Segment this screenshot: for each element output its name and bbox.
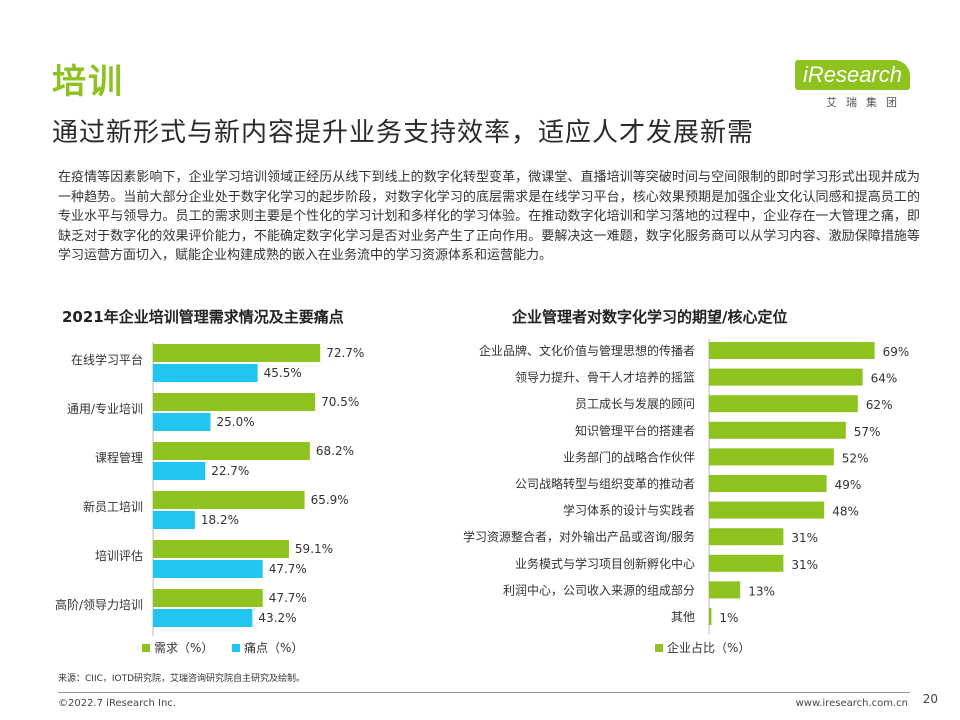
share-bar <box>709 421 846 439</box>
page-number: 20 <box>922 692 938 706</box>
footer-divider <box>58 692 910 693</box>
right-category-label: 业务模式与学习项目创新孵化中心 <box>515 556 695 571</box>
logo-subtitle: 艾瑞集团 <box>826 96 906 109</box>
left-category-label: 培训评估 <box>95 548 143 563</box>
share-value-label: 69% <box>883 345 910 359</box>
share-value-label: 31% <box>791 531 818 545</box>
pain-value-label: 47.7% <box>269 562 307 576</box>
share-value-label: 31% <box>791 558 818 572</box>
left-category-label: 通用/专业培训 <box>67 401 143 416</box>
pain-bar <box>153 511 195 529</box>
share-bar <box>709 528 784 546</box>
right-category-label: 员工成长与发展的顾问 <box>575 396 695 411</box>
share-bar <box>709 554 784 572</box>
left-category-label: 高阶/领导力培训 <box>55 597 143 612</box>
right-category-label: 业务部门的战略合作伙伴 <box>563 449 695 464</box>
right-category-label: 公司战略转型与组织变革的推动者 <box>515 476 695 491</box>
share-bar <box>709 342 875 359</box>
website-url: www.iresearch.com.cn <box>795 698 908 709</box>
right-category-label: 学习资源整合者，对外输出产品或咨询/服务 <box>463 529 695 544</box>
left-chart-title: 2021年企业培训管理需求情况及主要痛点 <box>62 308 344 326</box>
share-bar <box>709 395 858 413</box>
legend-pain-swatch <box>232 644 240 652</box>
share-value-label: 52% <box>842 451 869 465</box>
share-bar <box>709 475 827 492</box>
legend-demand-swatch <box>142 644 150 652</box>
right-category-label: 其他 <box>671 610 695 624</box>
share-bar <box>709 368 863 386</box>
demand-value-label: 47.7% <box>269 591 307 605</box>
right-chart-title: 企业管理者对数字化学习的期望/核心定位 <box>512 308 788 326</box>
right-category-label: 知识管理平台的搭建者 <box>575 423 695 438</box>
share-value-label: 1% <box>719 611 738 625</box>
logo-text: iResearch <box>794 60 910 90</box>
share-bar <box>709 501 825 519</box>
left-category-label: 新员工培训 <box>83 499 143 514</box>
right-category-label: 利润中心，公司收入来源的组成部分 <box>503 582 695 597</box>
share-bar <box>709 581 741 599</box>
demand-value-label: 59.1% <box>295 542 333 556</box>
pain-value-label: 43.2% <box>258 611 296 625</box>
iresearch-logo: iResearch 艾瑞集团 <box>760 58 910 114</box>
right-category-label: 学习体系的设计与实践者 <box>563 503 695 518</box>
pain-bar <box>153 609 253 627</box>
pain-bar <box>153 413 211 431</box>
copyright: ©2022.7 iResearch Inc. <box>58 698 176 709</box>
pain-bar <box>153 364 258 382</box>
demand-value-label: 68.2% <box>316 444 354 458</box>
share-value-label: 48% <box>832 505 859 519</box>
legend-demand-label: 需求（%） <box>154 641 213 655</box>
share-bar <box>709 608 712 625</box>
demand-value-label: 65.9% <box>311 493 349 507</box>
left-category-label: 在线学习平台 <box>71 352 143 367</box>
legend-share-swatch <box>655 644 663 652</box>
demand-value-label: 70.5% <box>321 395 359 409</box>
demand-bar <box>153 344 321 362</box>
pain-value-label: 25.0% <box>217 415 255 429</box>
share-value-label: 64% <box>871 372 898 386</box>
demand-value-label: 72.7% <box>326 346 364 360</box>
intro-paragraph: 在疫情等因素影响下，企业学习培训领域正经历从线下到线上的数字化转型变革，微课堂、… <box>58 170 920 263</box>
source-note: 来源：CIIC，IOTD研究院，艾瑞咨询研究院自主研究及绘制。 <box>58 674 306 684</box>
demand-bar <box>153 393 316 411</box>
pain-value-label: 22.7% <box>211 464 249 478</box>
section-title: 培训 <box>52 62 124 102</box>
pain-bar <box>153 462 206 480</box>
demand-bar <box>153 540 289 558</box>
pain-value-label: 45.5% <box>264 366 302 380</box>
share-value-label: 13% <box>748 584 775 598</box>
share-value-label: 62% <box>866 398 893 412</box>
right-category-label: 企业品牌、文化价值与管理思想的传播者 <box>479 343 695 358</box>
demand-bar <box>153 589 263 607</box>
legend-pain-label: 痛点（%） <box>244 640 303 655</box>
share-value-label: 49% <box>835 478 862 492</box>
pain-value-label: 18.2% <box>201 513 239 527</box>
right-category-label: 领导力提升、骨干人才培养的摇篮 <box>515 370 695 385</box>
left-category-label: 课程管理 <box>95 450 143 465</box>
demand-bar <box>153 442 310 460</box>
legend-share-label: 企业占比（%） <box>667 640 750 655</box>
share-value-label: 57% <box>854 425 881 439</box>
demand-bar <box>153 491 305 509</box>
share-bar <box>709 448 834 466</box>
pain-bar <box>153 560 263 578</box>
page-headline: 通过新形式与新内容提升业务支持效率，适应人才发展新需 <box>52 118 755 148</box>
